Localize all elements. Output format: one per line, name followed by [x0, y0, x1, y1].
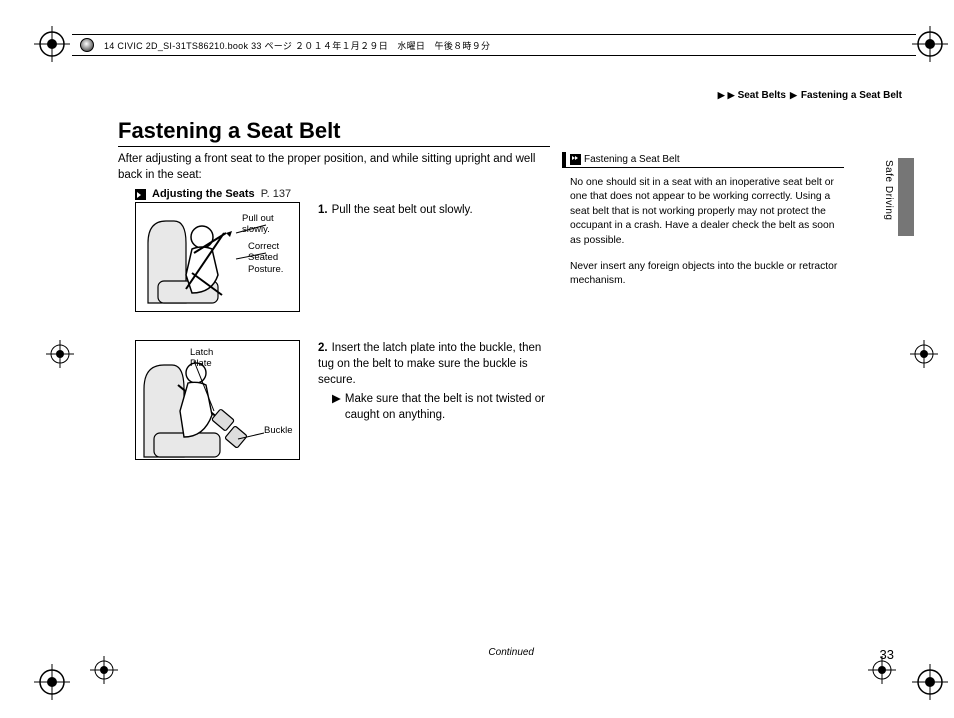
continued-label: Continued [488, 647, 534, 658]
step-number: 2. [318, 342, 328, 354]
crop-mark-icon [34, 664, 70, 700]
section-tab-label: Safe Driving [883, 160, 894, 220]
crop-mark-icon [910, 340, 938, 368]
link-icon [135, 189, 146, 200]
crop-mark-icon [90, 656, 118, 684]
figure-label: Pull out slowly. [242, 213, 299, 236]
figure-label: Buckle [264, 425, 293, 436]
triangle-icon: ▶ [718, 90, 725, 101]
side-note-paragraph: No one should sit in a seat with an inop… [570, 176, 840, 248]
step-text: Insert the latch plate into the buckle, … [318, 342, 541, 386]
triangle-icon: ▶ [332, 391, 341, 423]
figure-label: Correct Seated Posture. [248, 241, 296, 275]
side-note-paragraph: Never insert any foreign objects into th… [570, 260, 840, 289]
step-number: 1. [318, 204, 328, 216]
step-sub-text: Make sure that the belt is not twisted o… [345, 391, 550, 423]
figure-label: Latch Plate [190, 347, 230, 370]
step-2: 2.Insert the latch plate into the buckle… [318, 340, 550, 423]
header-bullet-icon [80, 38, 94, 52]
side-note-header: Fastening a Seat Belt [562, 152, 844, 168]
breadcrumb-segment: Seat Belts [738, 90, 786, 101]
xref-page: P. 137 [261, 188, 291, 200]
cross-reference: Adjusting the Seats P. 137 [135, 188, 291, 200]
intro-text: After adjusting a front seat to the prop… [118, 152, 550, 183]
breadcrumb: ▶ ▶ Seat Belts ▶ Fastening a Seat Belt [718, 90, 902, 101]
step-1: 1. Pull the seat belt out slowly. [318, 202, 550, 218]
title-rule [118, 146, 550, 147]
triangle-icon: ▶ [790, 90, 797, 101]
crop-mark-icon [912, 26, 948, 62]
page-title: Fastening a Seat Belt [118, 118, 341, 144]
crop-mark-icon [46, 340, 74, 368]
figure-1: Pull out slowly. Correct Seated Posture. [135, 202, 300, 312]
triangle-icon: ▶ [728, 90, 735, 101]
side-note: Fastening a Seat Belt No one should sit … [562, 152, 844, 301]
figure-2: Latch Plate Buckle [135, 340, 300, 460]
crop-mark-icon [912, 664, 948, 700]
header-text: 14 CIVIC 2D_SI-31TS86210.book 33 ページ ２０１… [104, 39, 490, 52]
crop-mark-icon [34, 26, 70, 62]
breadcrumb-segment: Fastening a Seat Belt [801, 90, 902, 101]
xref-label: Adjusting the Seats [152, 188, 255, 200]
header-strip: 14 CIVIC 2D_SI-31TS86210.book 33 ページ ２０１… [72, 34, 916, 56]
double-arrow-icon [570, 154, 581, 165]
page-number: 33 [880, 647, 894, 662]
section-tab [898, 158, 914, 236]
side-note-body: No one should sit in a seat with an inop… [562, 172, 844, 289]
side-note-title: Fastening a Seat Belt [584, 154, 680, 165]
step-text: Pull the seat belt out slowly. [332, 204, 473, 216]
